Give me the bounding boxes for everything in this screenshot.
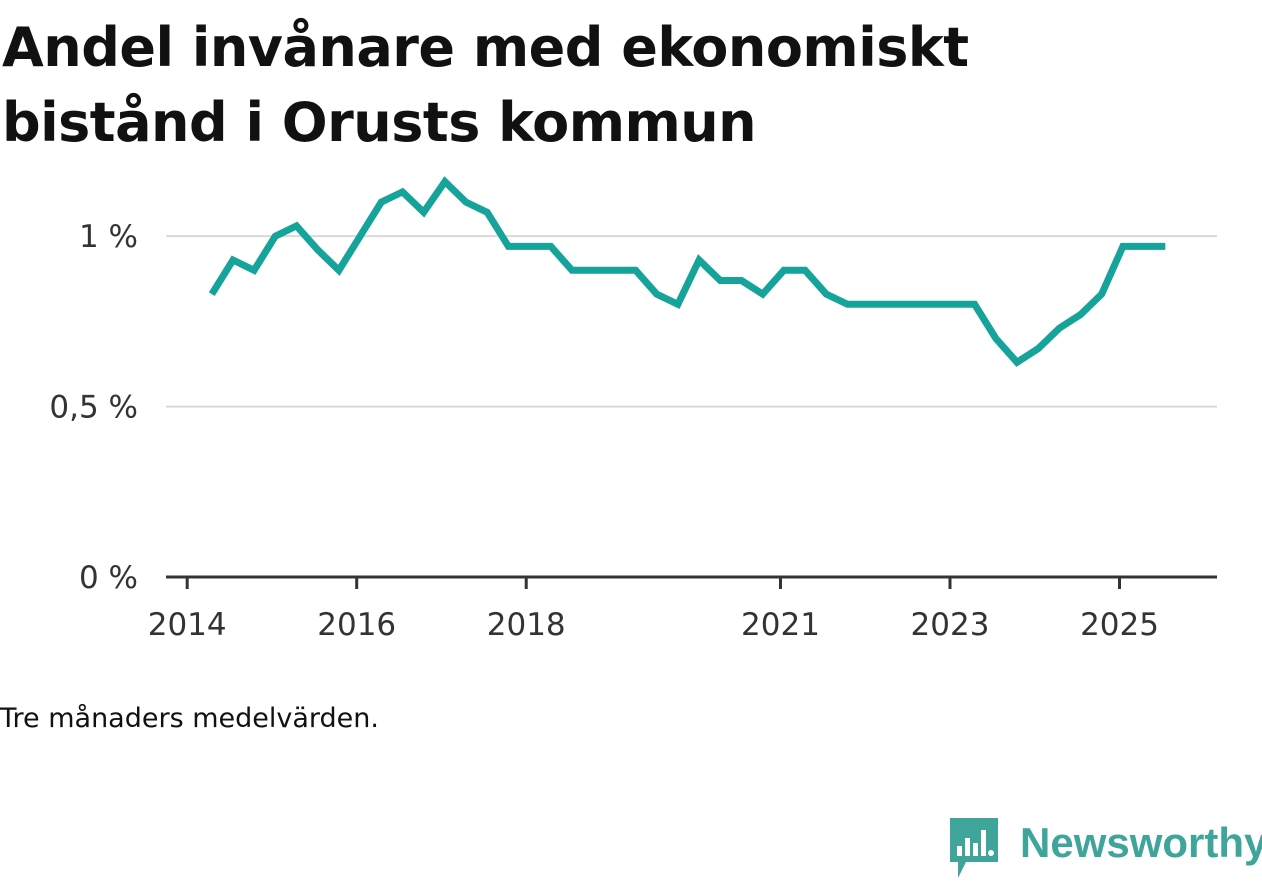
x-tick-label: 2025 (1080, 607, 1159, 643)
chart-caption: Tre månaders medelvärden. (0, 703, 379, 734)
grid-lines (166, 236, 1217, 406)
x-tick-label: 2021 (741, 607, 820, 643)
x-axis (166, 577, 1217, 589)
x-tick-label: 2018 (487, 607, 566, 643)
x-tick-label: 2023 (911, 607, 990, 643)
y-tick-label: 1 % (79, 219, 138, 255)
brand-name: Newsworthy (1020, 818, 1262, 868)
x-tick-label: 2014 (148, 607, 227, 643)
x-axis-labels: 2014 2016 2018 2021 2023 2025 (148, 607, 1159, 643)
series-layer (212, 182, 1166, 363)
series-line (212, 182, 1166, 363)
x-tick-label: 2016 (317, 607, 396, 643)
bar-chart-speech-icon (950, 818, 1000, 880)
y-axis-labels: 0 % 0,5 % 1 % (49, 219, 138, 596)
newsworthy-logo[interactable]: Newsworthy (950, 818, 1262, 882)
y-tick-label: 0,5 % (49, 390, 138, 426)
y-tick-label: 0 % (79, 560, 138, 596)
line-chart: 0 % 0,5 % 1 % 2014 2016 2018 2021 2023 2025 (0, 0, 1262, 700)
